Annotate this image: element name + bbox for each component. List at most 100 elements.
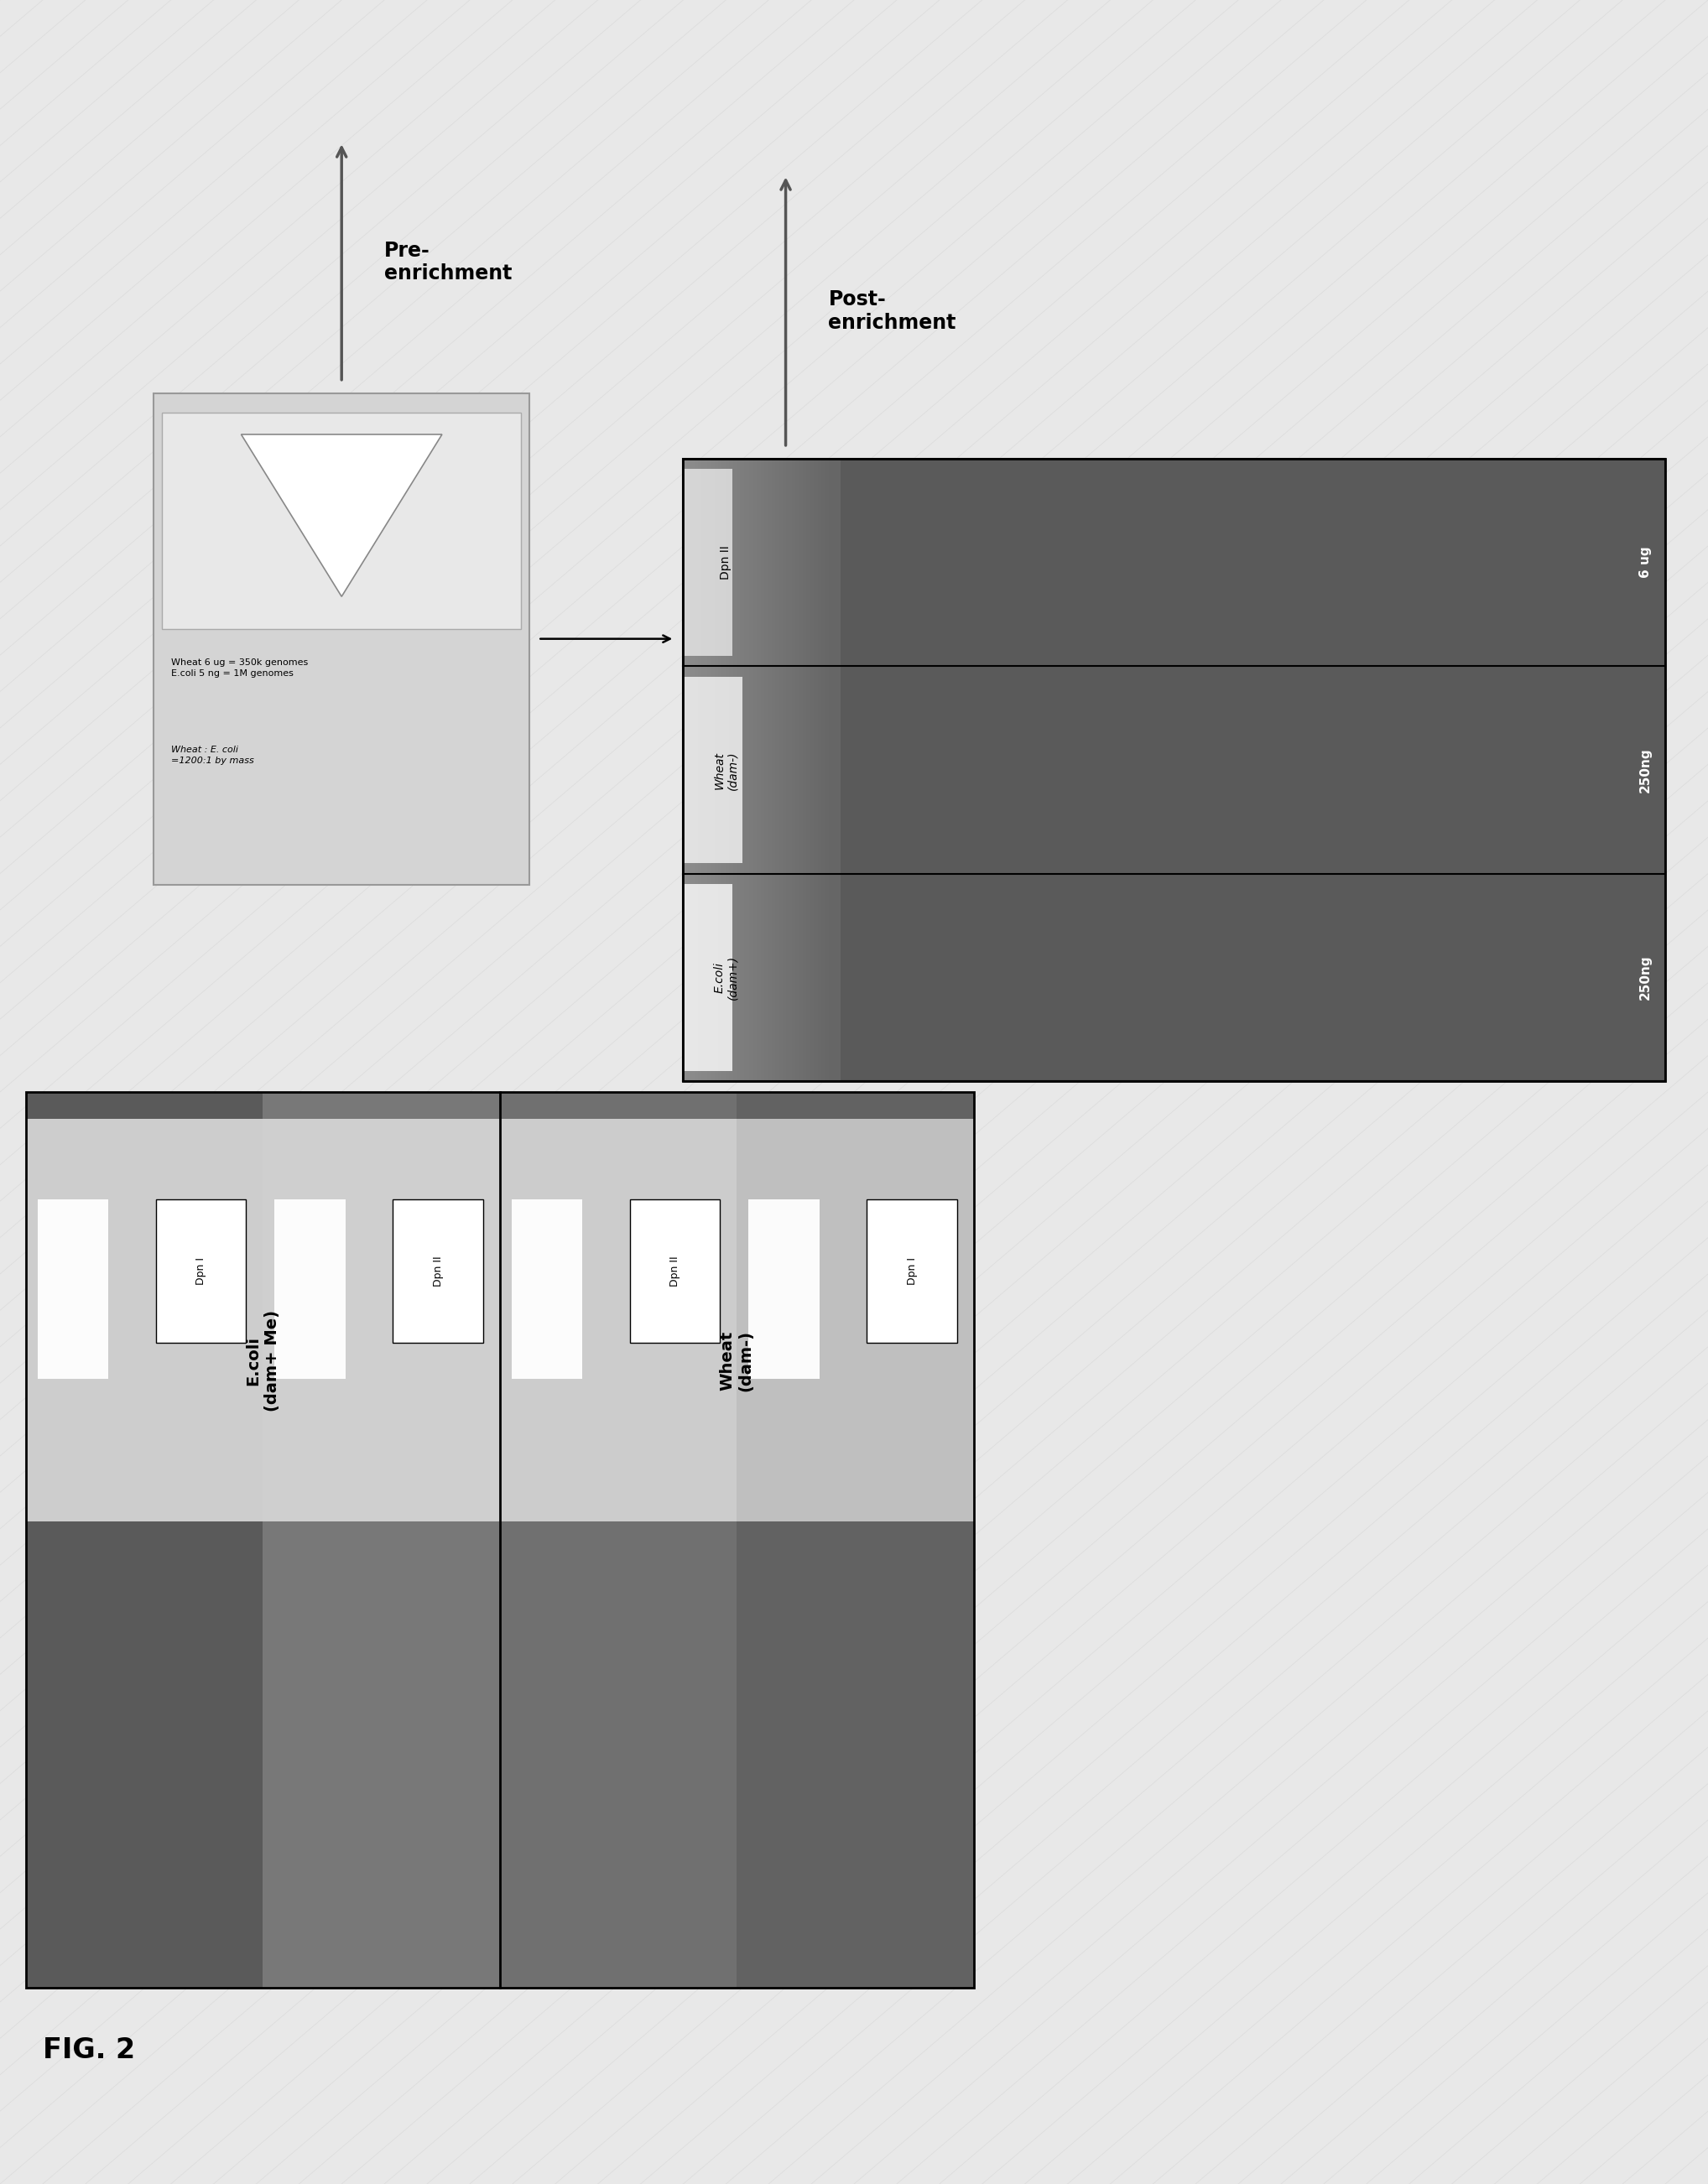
Bar	[731, 666, 743, 874]
Bar	[774, 874, 786, 1081]
Bar	[827, 874, 839, 1081]
Bar	[750, 666, 762, 874]
Bar	[806, 874, 818, 1081]
Bar	[793, 666, 804, 874]
Bar	[804, 874, 816, 1081]
Bar	[700, 459, 712, 666]
Bar	[794, 666, 806, 874]
Bar	[721, 874, 733, 1081]
Bar	[810, 874, 823, 1081]
Bar	[763, 459, 777, 666]
Bar	[757, 459, 769, 666]
Text: Wheat
(dam-): Wheat (dam-)	[714, 751, 738, 791]
Bar	[775, 666, 787, 874]
Bar	[683, 459, 1665, 1081]
Bar	[811, 874, 825, 1081]
Bar	[794, 459, 806, 666]
Bar	[714, 459, 728, 666]
Bar	[753, 459, 765, 666]
Bar	[683, 459, 695, 666]
Bar	[683, 885, 733, 1070]
Bar	[775, 874, 787, 1081]
Text: E.coli
(dam+ Me): E.coli (dam+ Me)	[246, 1310, 280, 1411]
Text: Wheat
(dam-): Wheat (dam-)	[719, 1330, 753, 1391]
Bar	[782, 459, 794, 666]
Bar	[712, 874, 724, 1081]
Bar	[704, 666, 716, 874]
Bar	[801, 459, 813, 666]
Bar	[799, 459, 811, 666]
Bar	[724, 874, 736, 1081]
Bar	[767, 874, 779, 1081]
Bar	[687, 666, 699, 874]
Bar	[803, 666, 815, 874]
Bar	[753, 874, 765, 1081]
Bar	[738, 874, 752, 1081]
Bar	[687, 874, 699, 1081]
Bar	[748, 459, 760, 666]
Bar	[738, 666, 752, 874]
Bar	[700, 666, 712, 874]
Bar	[500, 1118, 736, 1522]
Bar	[763, 666, 777, 874]
Bar	[38, 1199, 109, 1378]
Bar	[782, 874, 794, 1081]
Bar	[786, 874, 799, 1081]
Bar	[810, 459, 823, 666]
Bar	[750, 459, 762, 666]
Bar	[688, 666, 700, 874]
Bar	[721, 459, 733, 666]
Text: 250ng: 250ng	[1640, 954, 1652, 1000]
Bar	[697, 874, 709, 1081]
Bar	[757, 874, 769, 1081]
Bar	[683, 470, 733, 655]
Bar	[799, 666, 811, 874]
Text: E.coli
(dam+): E.coli (dam+)	[714, 954, 738, 1000]
Bar	[823, 666, 835, 874]
Bar	[731, 459, 743, 666]
Bar	[770, 874, 782, 1081]
Bar	[801, 874, 813, 1081]
Bar	[772, 459, 784, 666]
Bar	[767, 459, 779, 666]
Bar	[791, 459, 803, 666]
Bar	[736, 874, 748, 1081]
Bar	[796, 874, 808, 1081]
Bar	[799, 874, 811, 1081]
Bar	[734, 666, 746, 874]
Bar	[818, 459, 830, 666]
Bar	[774, 459, 786, 666]
Bar	[393, 1199, 483, 1343]
Bar	[779, 459, 791, 666]
Bar	[820, 459, 832, 666]
Bar	[791, 874, 803, 1081]
Bar	[702, 459, 714, 666]
Bar	[733, 666, 745, 874]
Bar	[767, 666, 779, 874]
Bar	[781, 459, 793, 666]
Bar	[793, 459, 804, 666]
Bar	[777, 459, 789, 666]
Bar	[690, 666, 704, 874]
Text: Dpn II: Dpn II	[432, 1256, 444, 1286]
Bar	[716, 666, 729, 874]
Bar	[823, 459, 835, 666]
Text: Dpn II: Dpn II	[670, 1256, 680, 1286]
Bar	[811, 666, 825, 874]
Bar	[690, 459, 704, 666]
Bar	[709, 666, 721, 874]
Bar	[726, 874, 738, 1081]
Bar	[818, 666, 830, 874]
Bar	[808, 874, 822, 1081]
Bar	[733, 459, 745, 666]
Bar	[816, 666, 828, 874]
Bar	[796, 459, 808, 666]
Bar	[750, 874, 762, 1081]
Bar	[702, 874, 714, 1081]
Bar	[745, 874, 757, 1081]
Bar	[729, 459, 741, 666]
Bar	[154, 393, 529, 885]
Bar	[777, 666, 789, 874]
Bar	[804, 666, 816, 874]
Bar	[791, 666, 803, 874]
